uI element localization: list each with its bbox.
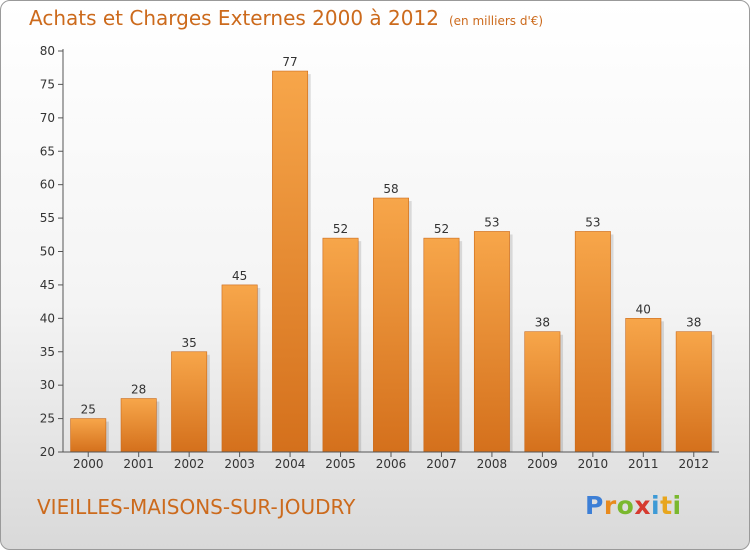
- x-tick-label: 2006: [376, 457, 407, 471]
- y-tick-label: 45: [40, 278, 55, 292]
- logo-letter: t: [660, 491, 673, 520]
- y-tick-label: 60: [40, 178, 55, 192]
- x-tick-label: 2012: [678, 457, 709, 471]
- bar: [423, 237, 460, 453]
- x-tick-label: 2004: [275, 457, 306, 471]
- bar: [524, 331, 561, 453]
- bar-value-label: 77: [282, 55, 297, 69]
- bar: [171, 351, 208, 453]
- y-tick-label: 20: [40, 445, 55, 459]
- y-tick-label: 35: [40, 345, 55, 359]
- x-tick-label: 2011: [628, 457, 659, 471]
- bar: [625, 318, 662, 453]
- bar: [70, 418, 107, 453]
- bar-value-label: 28: [131, 383, 146, 397]
- bar-value-label: 52: [434, 222, 449, 236]
- x-tick-label: 2002: [174, 457, 205, 471]
- y-tick-label: 40: [40, 311, 55, 325]
- bar-value-label: 53: [484, 215, 499, 229]
- bar-value-label: 40: [636, 302, 651, 316]
- x-tick-label: 2010: [578, 457, 609, 471]
- bar: [322, 237, 359, 453]
- y-tick-label: 80: [40, 44, 55, 58]
- bar-value-label: 52: [333, 222, 348, 236]
- y-tick-label: 55: [40, 211, 55, 225]
- bar-value-label: 35: [182, 336, 197, 350]
- x-tick-label: 2001: [123, 457, 154, 471]
- logo-letter: r: [603, 491, 617, 520]
- logo-letter: i: [651, 491, 661, 520]
- x-tick-label: 2000: [73, 457, 104, 471]
- bar: [574, 231, 611, 453]
- title-row: Achats et Charges Externes 2000 à 2012 (e…: [29, 6, 543, 30]
- bar: [272, 70, 309, 453]
- bar: [675, 331, 712, 453]
- x-tick-label: 2005: [325, 457, 356, 471]
- x-tick-label: 2003: [224, 457, 255, 471]
- bar-value-label: 38: [686, 316, 701, 330]
- logo-letter: o: [616, 491, 635, 520]
- bar-value-label: 53: [585, 215, 600, 229]
- y-tick-label: 70: [40, 111, 55, 125]
- chart-subtitle: (en milliers d'€): [448, 14, 544, 28]
- y-tick-label: 50: [40, 245, 55, 259]
- y-tick-label: 30: [40, 378, 55, 392]
- x-tick-label: 2009: [527, 457, 558, 471]
- y-tick-label: 65: [40, 144, 55, 158]
- logo-letter: P: [585, 491, 604, 520]
- proxiti-logo: Proxiti: [585, 491, 682, 520]
- bar: [120, 398, 157, 453]
- bar: [373, 197, 409, 453]
- bar: [473, 231, 510, 453]
- logo-letter: x: [634, 491, 651, 520]
- bar-value-label: 25: [81, 403, 96, 417]
- y-tick-label: 75: [40, 77, 55, 91]
- x-tick-label: 2008: [477, 457, 508, 471]
- y-tick-label: 25: [40, 412, 55, 426]
- bar-value-label: 45: [232, 269, 247, 283]
- x-tick-label: 2007: [426, 457, 457, 471]
- commune-name: VIEILLES-MAISONS-SUR-JOUDRY: [37, 495, 356, 519]
- bar-value-label: 38: [535, 316, 550, 330]
- bar-value-label: 58: [383, 182, 398, 196]
- logo-letter: i: [672, 491, 682, 520]
- bar: [221, 284, 258, 453]
- chart-title: Achats et Charges Externes 2000 à 2012: [29, 6, 439, 30]
